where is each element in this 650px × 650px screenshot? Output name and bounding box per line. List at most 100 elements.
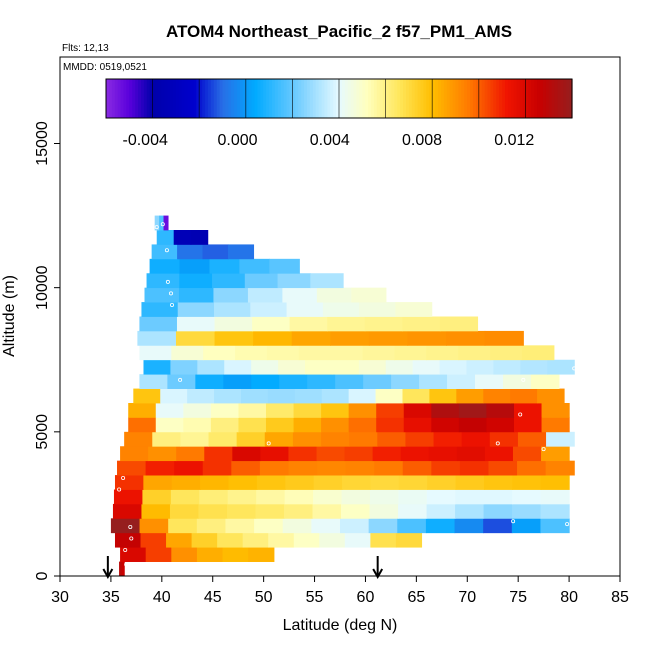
colorbar-segment-128 bbox=[478, 79, 483, 118]
heat-cell-4-12 bbox=[455, 503, 485, 519]
heat-cell-10-3 bbox=[210, 417, 240, 433]
heat-cell-10-6 bbox=[293, 417, 322, 433]
colorbar-segment-36 bbox=[210, 79, 215, 118]
heat-cell-22-3 bbox=[228, 244, 255, 260]
plot-frame bbox=[59, 56, 621, 577]
colorbar-segment-104 bbox=[408, 79, 413, 118]
colorbar-segment-142 bbox=[519, 79, 524, 118]
colorbar-segment-112 bbox=[432, 79, 436, 118]
heat-cell-9-11 bbox=[433, 431, 463, 447]
colorbar-segment-60 bbox=[280, 79, 285, 118]
colorbar-segment-130 bbox=[484, 79, 489, 118]
colorbar-segment-139 bbox=[510, 79, 515, 118]
y-tick-label: 0 bbox=[34, 571, 51, 580]
heat-cell-3-2 bbox=[168, 518, 198, 534]
colorbar-tick-label: 0.012 bbox=[494, 132, 534, 149]
colorbar-tick-label: 0.000 bbox=[217, 132, 257, 149]
heat-cell-15-7 bbox=[362, 345, 396, 361]
heat-cell-11-3 bbox=[210, 403, 240, 418]
heat-cell-11-4 bbox=[238, 403, 267, 418]
colorbar-segment-74 bbox=[321, 79, 326, 118]
heat-cell-2-9 bbox=[344, 532, 371, 548]
colorbar-segment-62 bbox=[286, 79, 291, 118]
colorbar-segment-153 bbox=[551, 79, 556, 118]
colorbar-segment-16 bbox=[152, 79, 157, 118]
heat-cell-3-7 bbox=[311, 518, 341, 534]
heat-cell-15-8 bbox=[394, 345, 427, 361]
heat-cell-14-2 bbox=[197, 359, 225, 375]
colorbar-segment-3 bbox=[114, 79, 119, 118]
heat-cell-14-4 bbox=[251, 359, 279, 375]
colorbar-segment-48 bbox=[245, 79, 250, 118]
heat-cell-23-0 bbox=[156, 230, 175, 245]
heat-cell-8-1 bbox=[148, 446, 177, 462]
heat-cell-2-6 bbox=[268, 532, 295, 548]
sample-marker-9 bbox=[495, 441, 500, 446]
heat-cell-17-6 bbox=[364, 316, 403, 332]
heat-cell-23-1 bbox=[173, 230, 192, 245]
colorbar-segment-93 bbox=[376, 79, 381, 118]
heat-cell-9-14 bbox=[517, 431, 547, 447]
flights-label: Flts: 12,13 bbox=[62, 43, 109, 54]
colorbar-segment-6 bbox=[123, 79, 127, 118]
heat-cell-6-1 bbox=[143, 475, 173, 490]
colorbar-segment-135 bbox=[499, 79, 503, 118]
heat-cell-13-7 bbox=[335, 374, 364, 389]
colorbar-segment-50 bbox=[251, 79, 256, 118]
colorbar-segment-138 bbox=[507, 79, 512, 118]
heat-cell-15-6 bbox=[330, 345, 364, 361]
heat-cell-7-8 bbox=[345, 460, 375, 476]
heat-cell-12-7 bbox=[321, 388, 350, 404]
heat-cell-6-15 bbox=[540, 475, 570, 490]
flight-arrow-1 bbox=[372, 556, 384, 580]
heat-cell-15-5 bbox=[298, 345, 332, 361]
heat-cell-4-4 bbox=[226, 503, 257, 519]
heat-cell-1-3 bbox=[196, 547, 224, 562]
colorbar-segment-119 bbox=[452, 79, 457, 118]
heat-cell-1-5 bbox=[248, 547, 275, 562]
colorbar-segment-33 bbox=[202, 79, 206, 118]
heat-cell-14-13 bbox=[493, 359, 521, 375]
heat-cell-14-9 bbox=[385, 359, 414, 375]
heat-cell-8-6 bbox=[288, 446, 318, 462]
heat-cell-19-5 bbox=[316, 287, 352, 303]
colorbar-segment-115 bbox=[440, 79, 445, 118]
colorbar-segment-30 bbox=[193, 79, 197, 118]
heat-cell-11-6 bbox=[293, 403, 322, 418]
colorbar-segment-143 bbox=[522, 79, 526, 118]
heat-cell-12-1 bbox=[160, 388, 188, 404]
colorbar-segment-27 bbox=[184, 79, 189, 118]
heat-cell-8-5 bbox=[260, 446, 290, 462]
heat-cell-17-5 bbox=[327, 316, 366, 332]
heat-cell-9-3 bbox=[208, 431, 238, 447]
heat-cell-14-11 bbox=[439, 359, 468, 375]
heat-cell-5-4 bbox=[227, 489, 257, 505]
heat-cell-16-1 bbox=[175, 330, 216, 346]
heat-cell-10-13 bbox=[486, 417, 515, 433]
heat-cell-12-3 bbox=[214, 388, 242, 404]
heat-cell-4-14 bbox=[512, 503, 542, 519]
heat-cell-19-1 bbox=[178, 287, 215, 303]
sample-marker-6 bbox=[117, 487, 122, 492]
heat-cell-5-3 bbox=[199, 489, 229, 505]
heat-cell-6-13 bbox=[483, 475, 513, 490]
heat-cell-18-5 bbox=[322, 302, 360, 317]
heat-cell-6-12 bbox=[455, 475, 485, 490]
heat-cell-8-2 bbox=[176, 446, 205, 462]
x-axis: 30 35 40 45 50 55 60 65 70 75 80 85 bbox=[51, 576, 629, 606]
colorbar-segment-67 bbox=[301, 79, 305, 118]
heat-cell-0-1 bbox=[121, 561, 125, 576]
x-tick-label: 30 bbox=[51, 589, 69, 606]
heat-cell-12-8 bbox=[348, 388, 377, 404]
heat-cell-11-15 bbox=[541, 403, 570, 418]
colorbar-segment-159 bbox=[569, 79, 573, 118]
heat-cell-12-0 bbox=[133, 388, 161, 404]
heat-cell-4-8 bbox=[341, 503, 371, 519]
sample-marker-1 bbox=[123, 548, 128, 553]
colorbar-segment-83 bbox=[347, 79, 352, 118]
colorbar-segment-108 bbox=[420, 79, 425, 118]
heat-cell-9-1 bbox=[152, 431, 181, 447]
colorbar-segment-1 bbox=[108, 79, 113, 118]
colorbar-segment-34 bbox=[205, 79, 209, 118]
